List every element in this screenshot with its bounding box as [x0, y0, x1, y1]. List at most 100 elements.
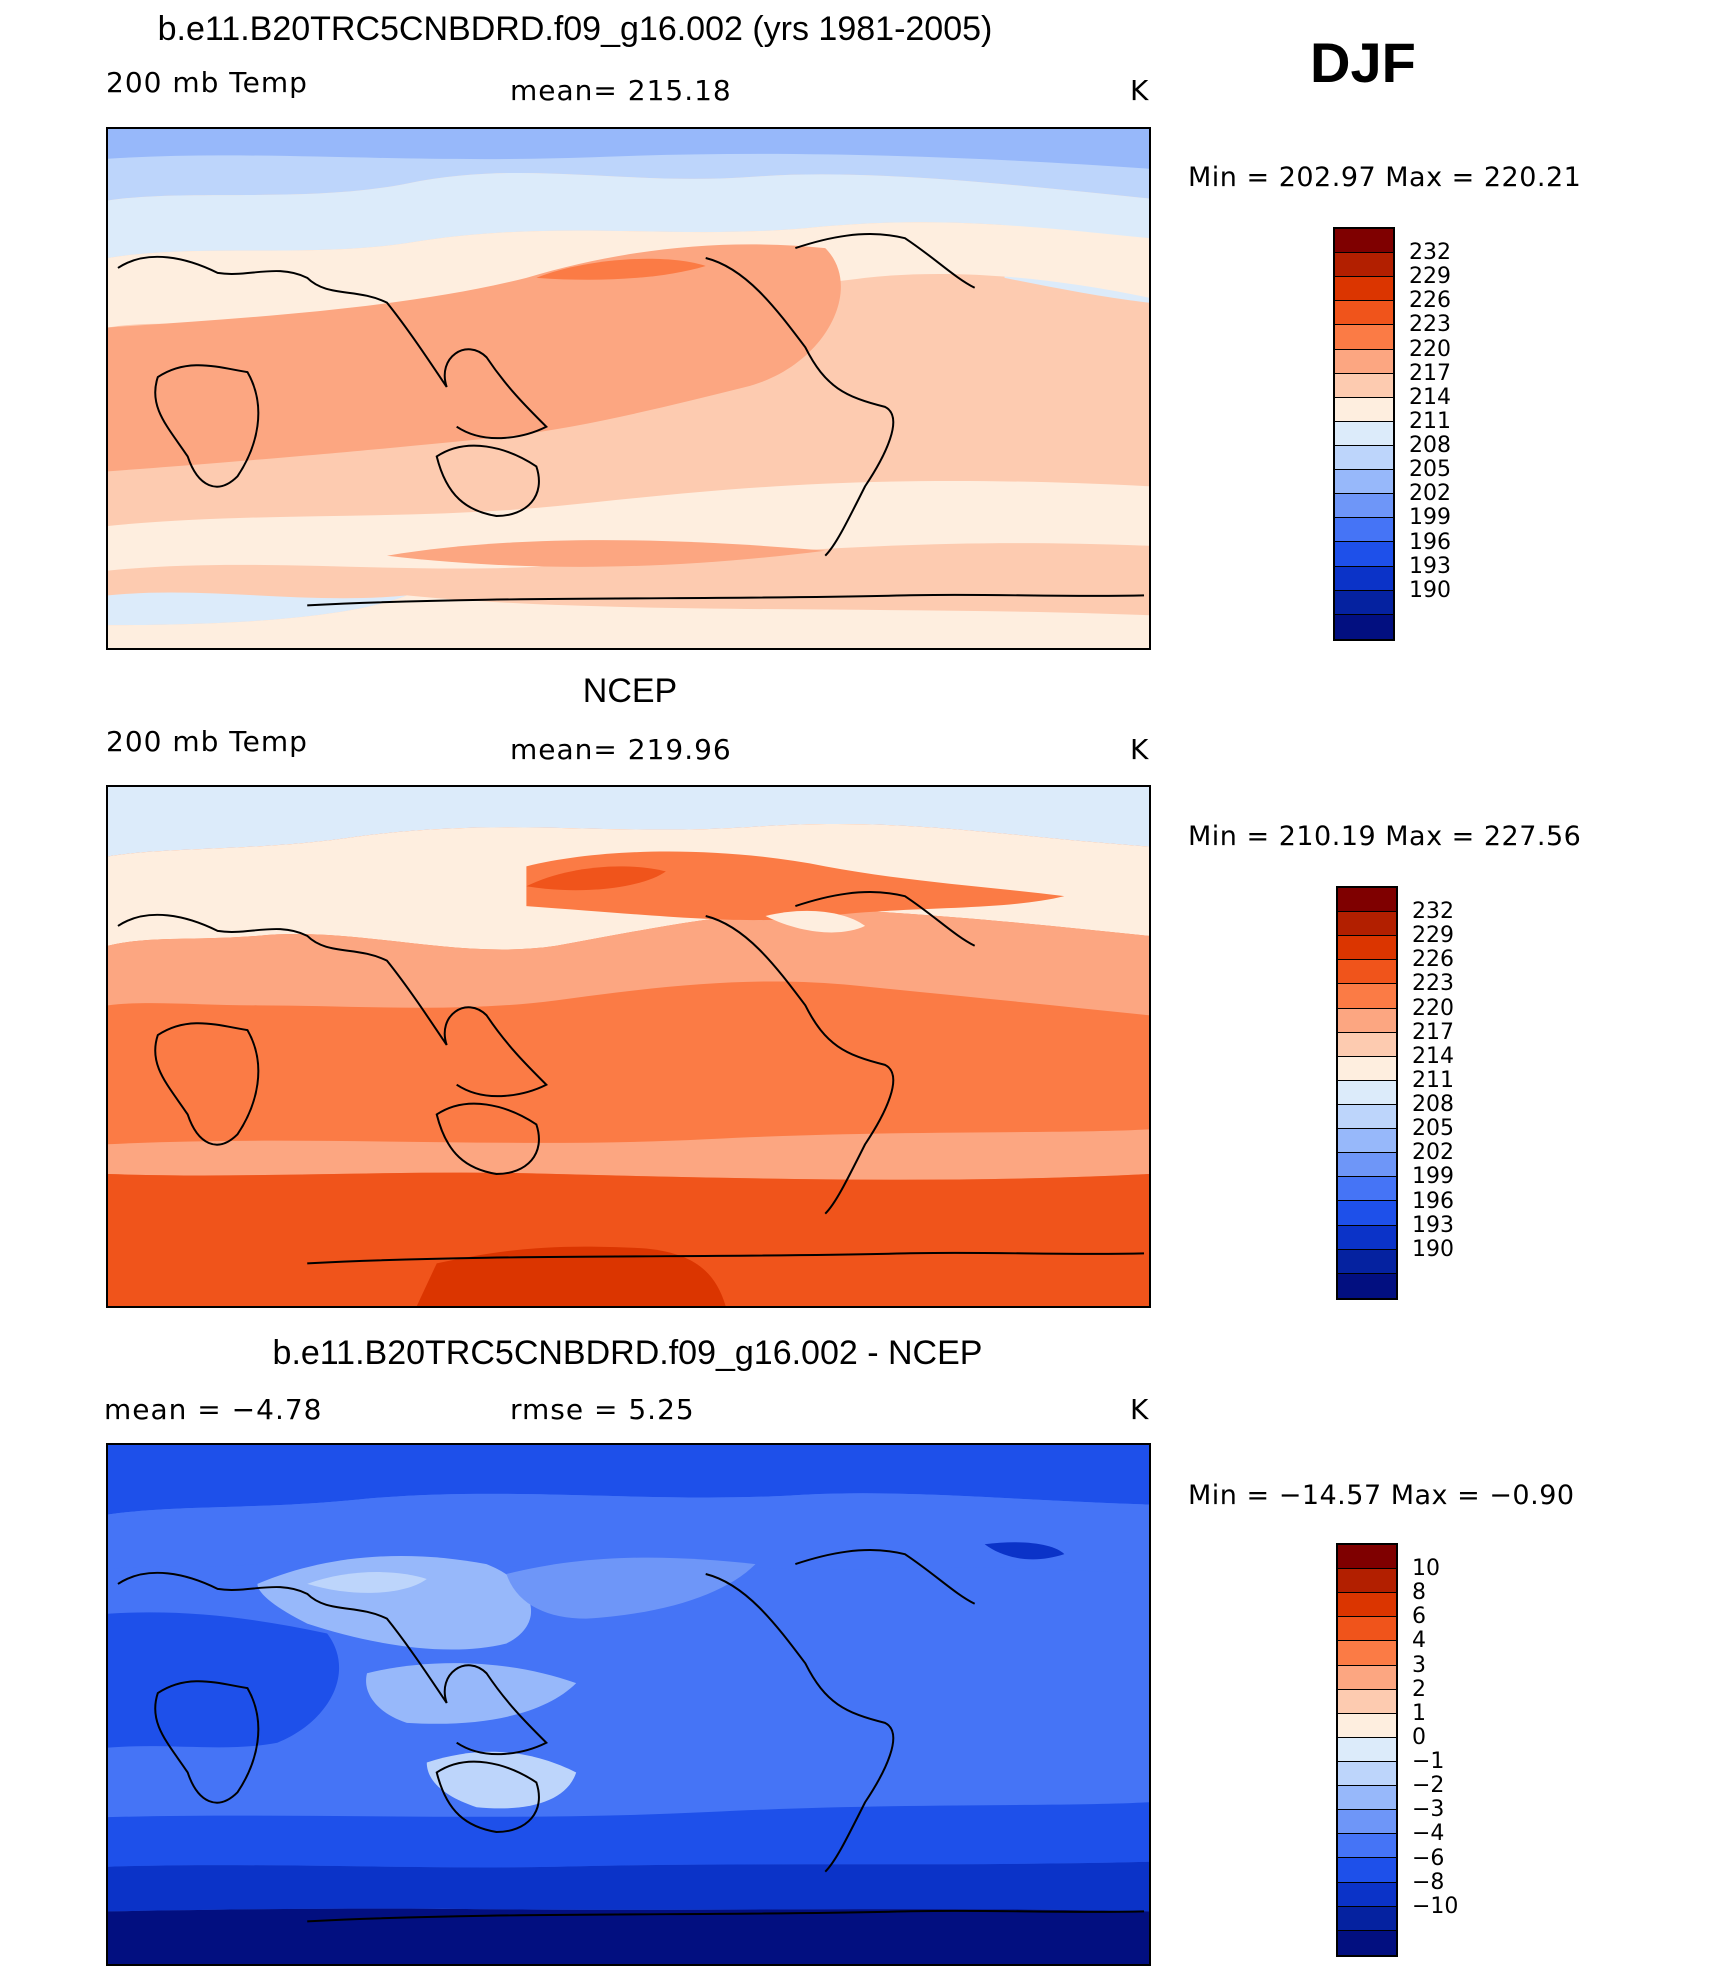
colorbar-swatch [1335, 277, 1393, 302]
colorbar-swatch [1335, 494, 1393, 519]
colorbar-swatch [1338, 1201, 1396, 1226]
colorbar-swatch [1338, 1786, 1396, 1811]
colorbar-tick-label: 196 [1409, 529, 1451, 555]
colorbar-swatch [1338, 1080, 1396, 1105]
colorbar-tick-label: 202 [1409, 481, 1451, 507]
colorbar-swatch [1335, 542, 1393, 567]
colorbar-swatch [1338, 1906, 1396, 1931]
colorbar-swatch [1335, 421, 1393, 446]
panel1-contour-plot [108, 129, 1149, 648]
colorbar-tick-label: −3 [1412, 1797, 1445, 1823]
panel2-units-label: K [1130, 733, 1150, 766]
colorbar-tick-label: 8 [1412, 1580, 1426, 1606]
colorbar-tick-label: 229 [1409, 264, 1451, 290]
colorbar-tick-label: 190 [1409, 577, 1451, 603]
panel3-units-label: K [1130, 1393, 1150, 1426]
colorbar-swatch [1335, 590, 1393, 615]
panel1-units-label: K [1130, 74, 1150, 107]
colorbar-swatch [1338, 1737, 1396, 1762]
colorbar-tick-label: 208 [1412, 1092, 1454, 1118]
panel2-mean-label: mean= 219.96 [510, 733, 732, 766]
colorbar-tick-label: 226 [1412, 947, 1454, 973]
colorbar-tick-label: 232 [1409, 240, 1451, 266]
colorbar-tick-label: 1 [1412, 1700, 1426, 1726]
colorbar-tick-label: 214 [1409, 384, 1451, 410]
panel3-mean-label: mean = −4.78 [104, 1393, 323, 1426]
panel2-colorbar [1336, 886, 1398, 1300]
colorbar-tick-label: 199 [1409, 505, 1451, 531]
colorbar-swatch [1338, 1930, 1396, 1955]
panel2-map [106, 785, 1151, 1308]
colorbar-swatch [1338, 1882, 1396, 1907]
colorbar-tick-label: 10 [1412, 1556, 1440, 1582]
panel3-rmse-label: rmse = 5.25 [510, 1393, 695, 1426]
colorbar-swatch [1338, 1810, 1396, 1835]
colorbar-tick-label: 211 [1412, 1067, 1454, 1093]
colorbar-tick-label: 4 [1412, 1628, 1426, 1654]
colorbar-tick-label: 229 [1412, 923, 1454, 949]
colorbar-tick-label: −2 [1412, 1773, 1445, 1799]
colorbar-swatch [1338, 1617, 1396, 1642]
colorbar-swatch [1338, 936, 1396, 961]
colorbar-tick-label: 190 [1412, 1236, 1454, 1262]
colorbar-swatch [1338, 1249, 1396, 1274]
colorbar-swatch [1338, 1569, 1396, 1594]
colorbar-swatch [1338, 1713, 1396, 1738]
colorbar-swatch [1338, 1545, 1396, 1570]
colorbar-tick-label: 220 [1412, 995, 1454, 1021]
colorbar-tick-label: 232 [1412, 899, 1454, 925]
panel1-colorbar [1333, 227, 1395, 641]
colorbar-swatch [1338, 984, 1396, 1009]
colorbar-tick-label: 193 [1409, 553, 1451, 579]
colorbar-swatch [1335, 253, 1393, 278]
panel1-title: b.e11.B20TRC5CNBDRD.f09_g16.002 (yrs 198… [157, 10, 993, 48]
colorbar-tick-label: 205 [1412, 1116, 1454, 1142]
colorbar-tick-label: 6 [1412, 1604, 1426, 1630]
colorbar-swatch [1338, 1665, 1396, 1690]
colorbar-swatch [1338, 1834, 1396, 1859]
colorbar-tick-label: 214 [1412, 1043, 1454, 1069]
colorbar-tick-label: 223 [1409, 312, 1451, 338]
panel2-minmax: Min = 210.19 Max = 227.56 [1188, 821, 1582, 852]
colorbar-swatch [1335, 373, 1393, 398]
panel2-variable-label: 200 mb Temp [106, 725, 308, 758]
colorbar-swatch [1335, 301, 1393, 326]
colorbar-tick-label: −6 [1412, 1845, 1445, 1871]
colorbar-swatch [1335, 614, 1393, 639]
panel3-title: b.e11.B20TRC5CNBDRD.f09_g16.002 - NCEP [272, 1334, 983, 1372]
colorbar-swatch [1338, 1104, 1396, 1130]
panel3-map [106, 1443, 1151, 1966]
colorbar-tick-label: 0 [1412, 1724, 1426, 1750]
colorbar-swatch [1338, 1689, 1396, 1714]
colorbar-swatch [1335, 397, 1393, 422]
colorbar-tick-label: 208 [1409, 433, 1451, 459]
colorbar-tick-label: 211 [1409, 408, 1451, 434]
colorbar-swatch [1338, 1008, 1396, 1033]
colorbar-swatch [1338, 1129, 1396, 1154]
colorbar-tick-label: 193 [1412, 1212, 1454, 1238]
colorbar-tick-label: 226 [1409, 288, 1451, 314]
colorbar-swatch [1338, 1032, 1396, 1057]
panel2-title: NCEP [582, 672, 678, 710]
panel3-contour-plot [108, 1445, 1149, 1964]
colorbar-tick-label: 2 [1412, 1676, 1426, 1702]
colorbar-tick-label: 202 [1412, 1140, 1454, 1166]
colorbar-tick-label: 3 [1412, 1652, 1426, 1678]
colorbar-swatch [1338, 1056, 1396, 1081]
colorbar-swatch [1335, 518, 1393, 543]
colorbar-tick-label: 217 [1412, 1019, 1454, 1045]
panel1-variable-label: 200 mb Temp [106, 66, 308, 99]
colorbar-tick-label: −8 [1412, 1869, 1445, 1895]
season-label: DJF [1310, 31, 1416, 94]
panel1-mean-label: mean= 215.18 [510, 74, 732, 107]
colorbar-swatch [1335, 445, 1393, 471]
colorbar-tick-label: −10 [1412, 1893, 1459, 1919]
colorbar-swatch [1335, 470, 1393, 495]
colorbar-swatch [1338, 960, 1396, 985]
colorbar-swatch [1338, 1593, 1396, 1618]
panel2-contour-plot [108, 787, 1149, 1306]
colorbar-swatch [1338, 1177, 1396, 1202]
colorbar-swatch [1338, 1153, 1396, 1178]
colorbar-tick-label: −1 [1412, 1749, 1445, 1775]
colorbar-swatch [1335, 349, 1393, 374]
